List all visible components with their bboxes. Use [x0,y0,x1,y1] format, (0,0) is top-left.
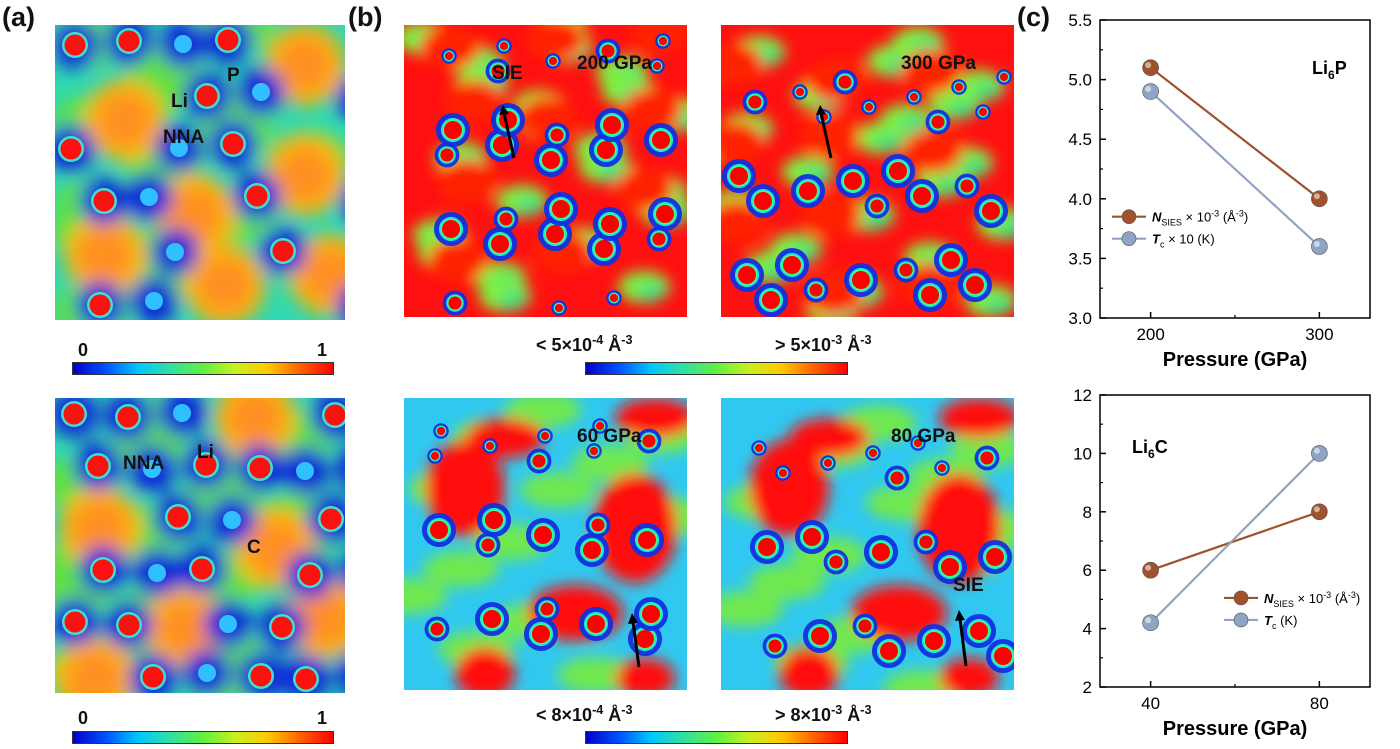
series-line [1149,90,1321,248]
colorbar-a1-min: 0 [78,340,89,360]
panel-label-c: (c) [1017,2,1050,32]
data-point-highlight [1313,240,1320,247]
pressure-label: 80 GPa [891,426,956,447]
data-point-highlight [1145,564,1152,571]
charge-density-map-300gpa: 300 GPa [721,25,1014,317]
series-line [1150,510,1320,572]
data-point [1311,445,1328,462]
data-point [1311,238,1328,255]
y-tick-label: 3.0 [1068,309,1092,328]
y-tick-label: 6 [1083,561,1092,580]
data-point [1142,83,1159,100]
y-tick-label: 5.0 [1068,71,1092,90]
data-point [1142,59,1159,76]
atom-label-c: C [247,537,261,558]
colorbar-b2 [585,731,848,744]
data-point [1311,190,1328,208]
elf-map-li6c: NNA Li C [55,398,345,693]
y-tick-label: 4 [1083,620,1092,639]
y-tick-label: 5.5 [1068,11,1092,30]
sie-label: SIE [492,63,523,84]
nna-label: NNA [123,453,165,474]
atom-label-li: Li [197,442,214,463]
x-tick-label: 300 [1305,325,1333,344]
data-point [1142,614,1159,632]
chart-li6p: 3.0 3.5 4.0 4.5 5.0 5.5 200 300 Pressure (GPa) Li… [1068,11,1371,371]
y-tick-label: 10 [1073,444,1092,463]
y-tick-label: 12 [1073,386,1092,405]
sie-arrow-icon [499,105,516,159]
colorbar-a1 [72,362,334,375]
legend-label: Tc × 10 (K) [1152,232,1215,250]
compound-label: Li6C [1132,437,1168,461]
legend-marker [1121,209,1137,224]
data-point-highlight [1313,447,1320,454]
compound-label: Li6P [1312,58,1347,82]
colorbar-a2-min: 0 [78,708,89,728]
legend-marker [1233,612,1249,628]
y-tick-label: 2 [1083,678,1092,697]
colorbar-a1-max: 1 [317,340,328,360]
legend-marker [1233,590,1249,606]
x-tick-label: 80 [1310,694,1329,713]
series-line [1149,66,1321,200]
x-axis-label: Pressure (GPa) [1163,349,1308,371]
colorbar-b2-high: > 8×10-3 Å-3 [775,703,872,725]
sie-arrow-icon [628,613,641,668]
pressure-label: 200 GPa [577,53,652,74]
x-tick-label: 40 [1141,694,1160,713]
colorbar-b1-low: < 5×10-4 Å-3 [536,333,633,355]
data-point-highlight [1145,62,1152,69]
data-point-highlight [1313,506,1320,513]
colorbar-b1 [585,362,848,375]
data-point [1311,503,1328,521]
y-tick-label: 3.5 [1068,249,1092,268]
data-point [1142,561,1159,579]
legend-label: NSIES × 10-3 (Å-3) [1152,209,1248,228]
nna-label: NNA [163,127,205,148]
x-tick-label: 200 [1136,325,1164,344]
legend-label: NSIES × 10-3 (Å-3) [1264,590,1360,609]
atom-label-p: P [227,65,240,86]
colorbar-a2-max: 1 [317,708,328,728]
colorbar-b1-high: > 5×10-3 Å-3 [775,333,872,355]
data-point-highlight [1145,86,1152,93]
pressure-label: 60 GPa [577,426,642,447]
pressure-label: 300 GPa [901,53,976,74]
panel-label-b: (b) [348,2,383,32]
data-point-highlight [1313,193,1320,200]
colorbar-b2-low: < 8×10-4 Å-3 [536,703,633,725]
elf-map-li6p: P Li NNA [55,25,345,320]
sie-arrow-icon [816,105,833,159]
colorbar-a2 [72,731,334,744]
sie-label: SIE [953,575,984,596]
atom-label-li: Li [171,91,188,112]
charge-density-map-200gpa: 200 GPa SIE [404,25,687,317]
y-tick-label: 4.5 [1068,130,1092,149]
y-tick-label: 4.0 [1068,190,1092,209]
charge-density-map-80gpa: 80 GPa SIE [721,398,1014,690]
legend-label: Tc (K) [1264,613,1297,631]
series-line [1149,452,1321,624]
legend-marker [1121,231,1137,246]
charge-density-map-60gpa: 60 GPa [404,398,687,690]
x-axis-label: Pressure (GPa) [1163,718,1308,740]
sie-arrow-icon [955,610,968,667]
panel-label-a: (a) [2,2,35,32]
data-point-highlight [1145,617,1152,624]
y-tick-label: 8 [1083,503,1092,522]
